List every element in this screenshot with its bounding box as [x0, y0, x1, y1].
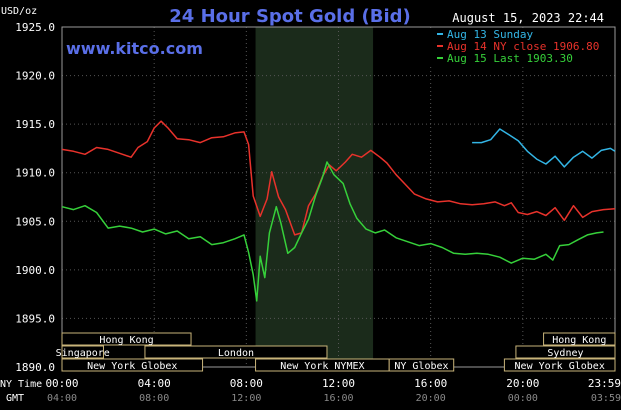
x-tick-label-ny: 00:00 — [45, 377, 78, 390]
session-box — [144, 345, 328, 359]
session-label: New York NYMEX — [280, 361, 364, 372]
y-tick-label: 1915.0 — [15, 118, 55, 131]
y-tick-label: 1910.0 — [15, 167, 55, 180]
x-tick-label-gmt: 04:00 — [47, 393, 77, 404]
session-box — [61, 358, 204, 372]
session-label: Hong Kong — [99, 335, 153, 346]
legend-entry: Aug 15 Last 1903.30 — [447, 52, 573, 65]
series-line-2 — [61, 161, 604, 302]
session-box — [515, 345, 616, 359]
unit-label: USD/oz — [1, 6, 37, 17]
y-tick-label: 1890.0 — [15, 361, 55, 374]
session-label: New York Globex — [515, 361, 605, 372]
x-tick-label-gmt: 20:00 — [416, 393, 446, 404]
session-box — [61, 345, 104, 359]
y-tick-label: 1920.0 — [15, 70, 55, 83]
session-label: NY Globex — [394, 361, 448, 372]
y-tick-label: 1900.0 — [15, 264, 55, 277]
time-row2-label: GMT — [6, 393, 24, 404]
sessions-panel: Hong Kong Singapore London New York Globex N… — [56, 332, 616, 372]
x-axis-ticks: 00:00 04:00 08:00 12:00 16:00 20:00 23:59 04:00… — [45, 377, 621, 404]
y-tick-label: 1895.0 — [15, 312, 55, 325]
x-tick-label-ny: 20:00 — [506, 377, 539, 390]
session-label: New York Globex — [87, 361, 177, 372]
x-tick-label-gmt: 08:00 — [139, 393, 169, 404]
session-box — [61, 332, 192, 346]
y-axis-ticks: 1890.0 1895.0 1900.0 1905.0 1910.0 1915.0 1920… — [15, 21, 55, 374]
session-box — [388, 358, 455, 372]
y-tick-label: 1905.0 — [15, 215, 55, 228]
session-label: Singapore — [56, 348, 110, 359]
x-tick-label-gmt: 00:00 — [508, 393, 538, 404]
x-tick-label-ny: 08:00 — [230, 377, 263, 390]
x-tick-label-ny: 16:00 — [414, 377, 447, 390]
session-box — [543, 332, 616, 346]
session-label: Hong Kong — [552, 335, 606, 346]
chart-title: 24 Hour Spot Gold (Bid) — [169, 6, 410, 27]
series-lines — [61, 120, 616, 302]
legend-entry: Aug 13 Sunday — [447, 28, 533, 41]
legend-box — [430, 28, 614, 67]
x-tick-label-gmt: 12:00 — [231, 393, 261, 404]
timestamp: August 15, 2023 22:44 — [452, 11, 604, 25]
x-tick-label-ny: 23:59 — [588, 377, 621, 390]
x-tick-label-ny: 04:00 — [138, 377, 171, 390]
series-line-0 — [472, 128, 616, 168]
x-tick-label-ny: 12:00 — [322, 377, 355, 390]
site-url: www.kitco.com — [66, 39, 203, 58]
y-tick-label: 1925.0 — [15, 21, 55, 34]
session-label: Sydney — [547, 348, 583, 359]
time-row1-label: NY Time — [0, 379, 42, 390]
legend-entry: Aug 14 NY close 1906.80 — [447, 40, 599, 53]
x-tick-label-gmt: 03:59 — [591, 393, 621, 404]
x-tick-label-gmt: 16:00 — [323, 393, 353, 404]
session-box — [503, 358, 616, 372]
series-line-1 — [61, 120, 616, 236]
session-label: London — [218, 348, 254, 359]
